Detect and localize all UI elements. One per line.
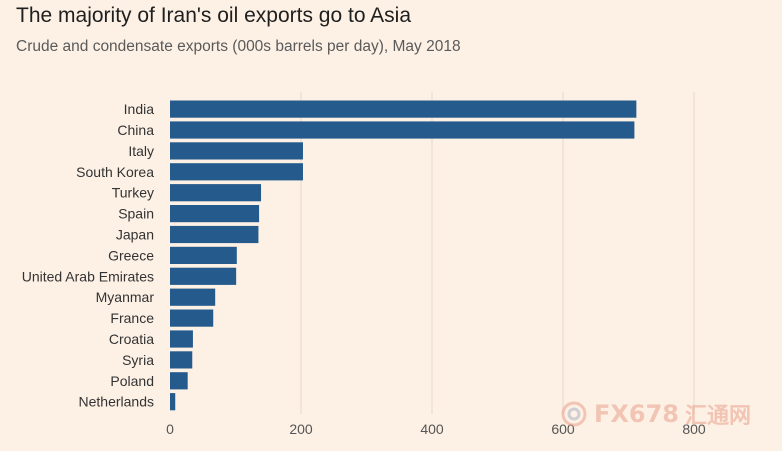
category-label: Syria: [122, 352, 154, 368]
bar: [170, 330, 193, 348]
bar: [170, 372, 188, 390]
category-label: Italy: [128, 143, 154, 159]
watermark-text: FX678: [594, 400, 679, 428]
watermark: FX678 汇通网: [560, 398, 751, 430]
category-label: Turkey: [112, 185, 154, 201]
bar: [170, 393, 176, 411]
x-tick-label: 0: [166, 421, 174, 437]
category-labels: India China Italy South Korea Turkey Spain Jap…: [22, 101, 155, 410]
chart-subtitle: Crude and condensate exports (000s barre…: [16, 38, 461, 55]
bars: [170, 100, 637, 411]
x-tick-label: 400: [420, 421, 444, 437]
category-label: India: [124, 101, 155, 117]
category-label: Spain: [118, 206, 154, 222]
bar: [170, 163, 303, 181]
category-label: China: [117, 122, 154, 138]
category-label: United Arab Emirates: [22, 268, 154, 284]
bar: [170, 121, 635, 139]
bar: [170, 351, 193, 369]
bar: [170, 142, 303, 160]
bar: [170, 205, 260, 223]
bar: [170, 267, 237, 285]
category-label: Croatia: [109, 331, 154, 347]
category-label: Poland: [110, 373, 154, 389]
bar: [170, 184, 262, 202]
watermark-cn-text: 汇通网: [685, 404, 752, 429]
category-label: Japan: [116, 227, 154, 243]
swirl-logo-icon: [561, 401, 587, 427]
x-tick-label: 800: [682, 421, 706, 437]
bar: [170, 309, 214, 327]
x-tick-label: 200: [289, 421, 313, 437]
category-label: Netherlands: [79, 394, 155, 410]
category-label: France: [110, 310, 154, 326]
x-tick-labels: 0 200 400 600 800: [166, 421, 706, 437]
gridlines: [300, 92, 695, 414]
bar: [170, 100, 637, 118]
category-label: South Korea: [76, 164, 154, 180]
category-label: Greece: [108, 247, 154, 263]
bar: [170, 246, 237, 264]
chart-title: The majority of Iran's oil exports go to…: [16, 4, 412, 27]
bar: [170, 288, 216, 306]
bar: [170, 225, 259, 244]
category-label: Myanmar: [96, 289, 155, 305]
